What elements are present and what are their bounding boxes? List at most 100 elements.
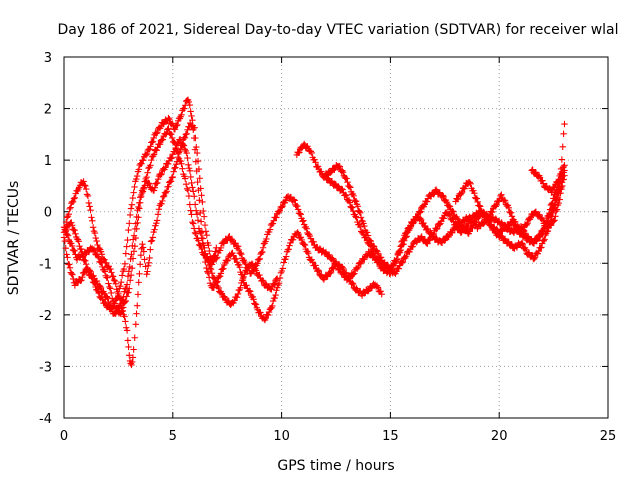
data-point (62, 218, 70, 226)
data-marks (60, 96, 568, 369)
data-point (143, 150, 151, 158)
data-point (349, 280, 357, 288)
data-point (203, 231, 210, 239)
data-point (125, 226, 132, 234)
data-point (83, 191, 91, 198)
data-point (145, 179, 152, 187)
data-point (200, 207, 207, 215)
data-point (71, 226, 78, 234)
data-point (342, 191, 349, 199)
data-point (439, 192, 446, 199)
data-point (146, 146, 153, 153)
data-point (551, 184, 558, 191)
data-point (474, 198, 481, 206)
data-point (187, 207, 194, 214)
data-point (307, 235, 315, 242)
data-point (364, 232, 372, 239)
data-point (237, 249, 244, 257)
data-point (169, 173, 176, 181)
data-point (471, 190, 478, 197)
data-point (326, 251, 333, 259)
data-point (192, 134, 199, 142)
data-point (64, 232, 72, 239)
data-point (449, 207, 456, 215)
data-point (300, 241, 308, 248)
data-point (151, 184, 159, 191)
data-point (276, 274, 284, 282)
data-point (186, 167, 194, 175)
data-point (163, 188, 170, 195)
data-point (454, 195, 462, 203)
data-point (121, 260, 129, 268)
data-point (417, 215, 424, 222)
data-point (183, 185, 191, 192)
data-point (441, 237, 448, 244)
data-point (357, 223, 364, 231)
y-tick-label: -2 (39, 309, 52, 324)
data-point (273, 214, 280, 221)
data-point (191, 124, 198, 131)
data-point (318, 168, 325, 175)
data-point (258, 249, 265, 256)
data-point (132, 220, 140, 227)
data-point (493, 201, 500, 209)
data-point (395, 265, 403, 272)
data-point (234, 243, 242, 250)
data-point (86, 267, 94, 274)
x-tick-label: 5 (169, 429, 177, 444)
data-point (463, 226, 470, 233)
data-point (315, 267, 323, 275)
data-point (230, 252, 237, 259)
data-point (521, 232, 528, 239)
data-point (357, 209, 364, 216)
data-point (450, 208, 457, 215)
data-point (122, 285, 129, 293)
data-point (173, 122, 180, 129)
data-point (135, 279, 142, 286)
data-point (128, 251, 135, 258)
data-point (535, 247, 542, 255)
data-point (271, 280, 278, 288)
data-point (146, 254, 153, 262)
y-tick-label: 1 (44, 154, 52, 169)
data-point (140, 156, 147, 164)
data-point (480, 220, 488, 227)
data-point (440, 193, 447, 200)
data-point (63, 251, 70, 258)
data-point (193, 149, 201, 157)
data-point (558, 156, 566, 163)
data-point (233, 294, 241, 301)
data-point (361, 290, 368, 297)
data-point (82, 182, 89, 190)
data-point (550, 217, 557, 225)
data-point (129, 194, 136, 202)
data-point (94, 241, 101, 249)
data-point (256, 255, 264, 263)
data-point (417, 208, 424, 215)
data-point (197, 229, 204, 237)
data-point (130, 189, 137, 196)
data-point (307, 148, 315, 155)
data-point (402, 253, 410, 260)
data-point (299, 218, 306, 225)
data-point (237, 284, 244, 291)
data-point (134, 206, 141, 214)
data-point (168, 134, 176, 142)
data-point (144, 169, 151, 176)
data-point (305, 250, 312, 257)
data-point (233, 255, 240, 263)
data-point (547, 221, 555, 229)
data-point (127, 205, 135, 212)
data-point (188, 179, 195, 187)
data-point (109, 273, 117, 280)
data-point (81, 181, 88, 189)
series-track-g (452, 179, 566, 237)
data-point (361, 222, 368, 230)
data-point (436, 221, 443, 228)
data-point (140, 248, 147, 255)
data-point (124, 273, 132, 280)
data-point (126, 263, 133, 271)
data-point (552, 213, 559, 220)
data-point (417, 216, 425, 224)
data-point (236, 264, 243, 271)
